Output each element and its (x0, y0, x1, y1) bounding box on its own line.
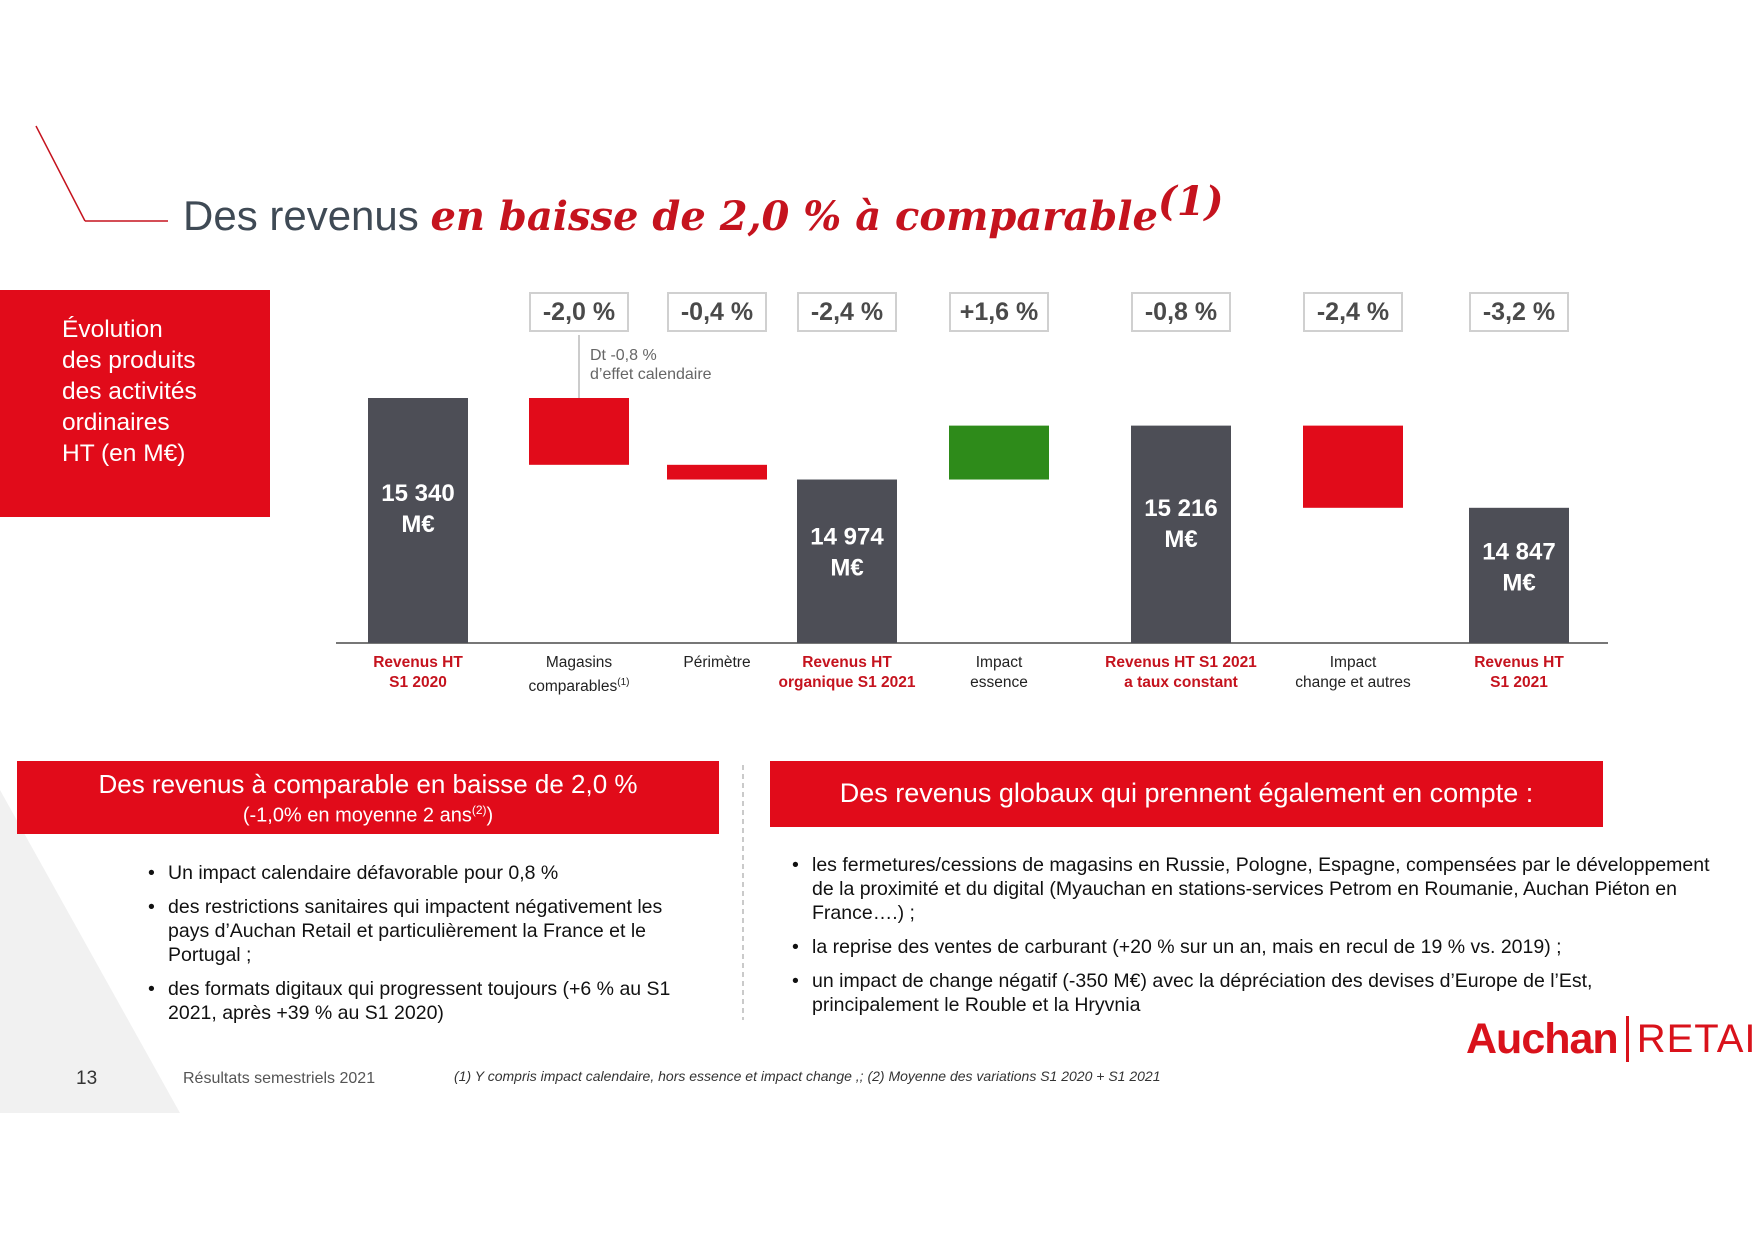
percent-box: -0,4 % (667, 292, 767, 332)
total-bar (1131, 425, 1231, 643)
list-item: des formats digitaux qui progressent tou… (148, 977, 688, 1025)
right-panel-title: Des revenus globaux qui prennent égaleme… (839, 778, 1534, 808)
note-line: d’effet calendaire (590, 366, 712, 383)
category-label: Impact essence (970, 654, 1028, 691)
list-item: les fermetures/cessions de magasins en R… (792, 853, 1722, 925)
category-label: Impact change et autres (1295, 654, 1411, 691)
note-line: Dt -0,8 % (590, 347, 657, 364)
decrease-bar (667, 464, 767, 480)
percent-box: -0,8 % (1131, 292, 1231, 332)
percent-box: -2,0 % (529, 292, 629, 332)
decrease-bar (1303, 425, 1403, 508)
category-label: Revenus HT S1 2020 (373, 654, 463, 691)
left-panel-header: Des revenus à comparable en baisse de 2,… (17, 761, 719, 834)
decrease-bar (529, 398, 629, 465)
logo-sub: RETAIL (1636, 1016, 1755, 1061)
auchan-retail-logo: Auchan RETAIL (1466, 1013, 1755, 1065)
category-label: Revenus HT S1 2021 (1474, 654, 1564, 691)
logo-brand: Auchan (1466, 1014, 1619, 1063)
category-label: Revenus HT S1 2021 a taux constant (1105, 654, 1257, 691)
list-item: des restrictions sanitaires qui impacten… (148, 895, 688, 967)
category-label: Périmètre (683, 654, 751, 671)
category-label: Revenus HT organique S1 2021 (778, 654, 916, 691)
left-panel-subtitle: (-1,0% en moyenne 2 ans(2)) (17, 803, 719, 828)
calendar-effect-note: Dt -0,8 % d’effet calendaire (590, 346, 712, 384)
footnote: (1) Y compris impact calendaire, hors es… (454, 1068, 1161, 1084)
caption-line: Évolution (62, 316, 163, 343)
bar-value-label: 15 216 (1144, 495, 1217, 522)
total-bar (797, 479, 897, 643)
logo-separator (1625, 1016, 1629, 1062)
list-item: Un impact calendaire défavorable pour 0,… (148, 861, 688, 885)
left-panel-subtitle-text: (-1,0% en moyenne 2 ans (242, 804, 472, 827)
bar-value-label: M€ (1502, 569, 1535, 596)
caption-line: ordinaires (62, 409, 170, 436)
title-footnote-mark: (1) (1157, 178, 1224, 225)
chart-caption: Évolution des produits des activités ord… (62, 314, 262, 469)
bar-value-label: 14 974 (810, 523, 884, 550)
bar-value-label: 15 340 (381, 480, 454, 507)
page-number: 13 (76, 1068, 98, 1089)
bar-value-label: M€ (1164, 526, 1197, 553)
percent-box: -2,4 % (797, 292, 897, 332)
bar-value-label: M€ (401, 511, 434, 538)
percent-box: -3,2 % (1469, 292, 1569, 332)
total-bar (1469, 507, 1569, 643)
caption-line: des activités (62, 378, 197, 405)
document-title: Résultats semestriels 2021 (183, 1070, 376, 1087)
right-bullet-list: les fermetures/cessions de magasins en R… (792, 853, 1722, 1027)
right-panel-header: Des revenus globaux qui prennent égaleme… (770, 761, 1603, 827)
increase-bar (949, 425, 1049, 480)
caption-line: des produits (62, 347, 196, 374)
caption-line: HT (en M€) (62, 440, 186, 467)
bar-value-label: M€ (830, 554, 863, 581)
list-item: un impact de change négatif (-350 M€) av… (792, 969, 1722, 1017)
list-item: la reprise des ventes de carburant (+20 … (792, 935, 1722, 959)
bar-value-label: 14 847 (1482, 538, 1555, 565)
percent-box: -2,4 % (1303, 292, 1403, 332)
percent-box: +1,6 % (949, 292, 1049, 332)
left-panel-subtitle-end: ) (486, 804, 494, 827)
title-plain: Des revenus (183, 192, 431, 239)
chart-caption-box (0, 290, 270, 517)
category-label: Magasins comparables(1) (528, 654, 630, 696)
left-panel-subtitle-sup: (2) (471, 803, 487, 817)
total-bar (368, 398, 468, 643)
page-title: Des revenus en baisse de 2,0 % à compara… (183, 178, 1224, 240)
title-emphasis: en baisse de 2,0 % à comparable (430, 193, 1158, 240)
waterfall-chart: 15 340 M€ 14 974 M€ 15 216 M€ 14 847 M€ (336, 335, 1608, 644)
left-panel-title: Des revenus à comparable en baisse de 2,… (98, 769, 638, 799)
left-bullet-list: Un impact calendaire défavorable pour 0,… (148, 861, 688, 1035)
